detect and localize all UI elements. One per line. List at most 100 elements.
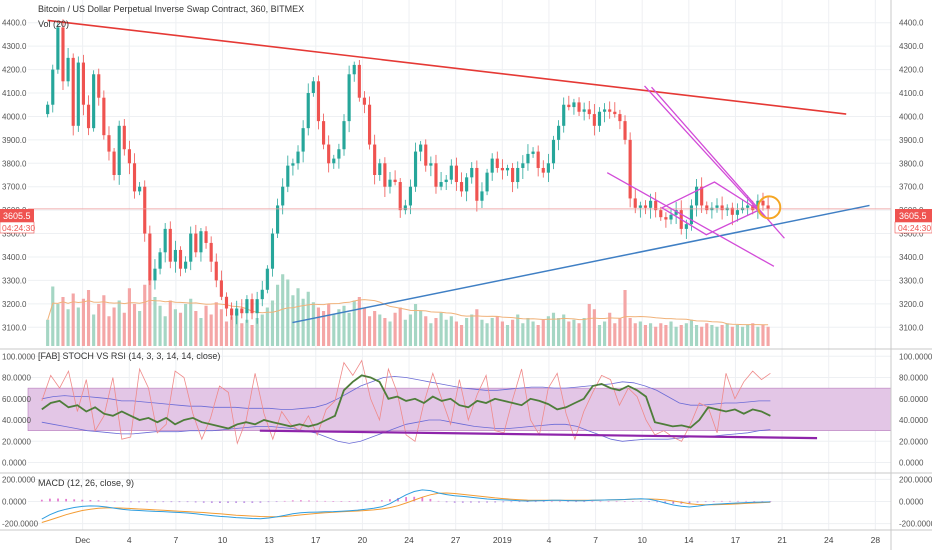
axis-tick-label: 20.0000	[899, 437, 928, 446]
volume-bar	[398, 307, 402, 346]
candle	[470, 162, 474, 184]
candle	[270, 228, 275, 277]
volume-bar	[419, 311, 423, 346]
stoch-axis[interactable]: 0.0000 0.0000 20.0000 20.0000 40.0000 40.0000…	[2, 352, 932, 467]
candle	[214, 253, 218, 288]
volume-bar	[424, 316, 428, 346]
time-axis[interactable]: Dec 4 7 10 13 17 20 24 27 2019 4 7 10 14 17 21 24 28	[75, 535, 880, 545]
volume-bar	[444, 319, 448, 346]
macd-histogram-bar	[639, 501, 642, 502]
volume-bar	[388, 321, 392, 346]
macd-histogram-bar	[113, 501, 116, 503]
volume-bar	[689, 319, 694, 346]
candle	[546, 153, 550, 183]
volume-bar	[459, 325, 464, 346]
candle	[71, 53, 75, 136]
stoch-rsi-lines	[41, 359, 818, 445]
volume-bar	[352, 300, 356, 346]
volume-bar	[347, 312, 351, 346]
candle-body	[659, 210, 663, 218]
candle-body	[56, 27, 60, 70]
volume-bar	[766, 326, 770, 346]
volume-bar	[367, 316, 372, 346]
axis-tick-label-left: 3900.0	[2, 136, 27, 145]
macd-histogram-bar	[308, 500, 310, 502]
volume-bar	[643, 325, 648, 346]
macd-histogram-bar	[429, 498, 432, 502]
candle	[485, 168, 489, 196]
candle-body	[224, 296, 229, 309]
candle	[250, 293, 254, 320]
volume-bar	[582, 318, 586, 346]
macd-histogram-bar	[631, 501, 634, 502]
candle-body	[393, 179, 397, 183]
axis-tick-label: 4100.0	[899, 89, 924, 98]
candle	[132, 153, 137, 199]
candle	[567, 95, 571, 111]
candle-body	[618, 114, 622, 122]
macd-histogram-bar	[202, 501, 205, 503]
candle-body	[572, 102, 576, 108]
macd-histogram-bar	[146, 501, 148, 503]
macd-histogram-bar	[461, 501, 464, 503]
axis-tick-label-left: 4300.0	[2, 42, 27, 51]
candle-body	[194, 233, 198, 253]
candle-body	[383, 163, 387, 187]
macd-histogram-bar	[210, 501, 213, 503]
price-badge-value: 3605.5	[3, 211, 31, 221]
candle-body	[265, 268, 269, 290]
volume-bar	[521, 323, 525, 346]
time-axis-label: 28	[871, 535, 881, 545]
candle	[342, 114, 346, 156]
macd-histogram-bar	[550, 501, 553, 503]
volume-bar	[281, 274, 285, 346]
stoch-line	[41, 374, 771, 430]
volume-bar	[720, 325, 724, 346]
candle	[373, 134, 377, 185]
candle-body	[700, 186, 704, 206]
candle	[138, 182, 142, 196]
volume-bar	[81, 298, 85, 346]
candle	[505, 164, 510, 176]
macd-histogram-bar	[138, 501, 140, 503]
candle-body	[531, 151, 535, 154]
candle	[194, 224, 198, 258]
candle-body	[270, 233, 275, 269]
candle	[766, 195, 770, 219]
drawing-annotations[interactable]	[47, 19, 870, 324]
macd-histogram-bar	[154, 501, 157, 503]
time-axis-label: 13	[264, 535, 274, 545]
candle-body	[459, 182, 464, 192]
candle-body	[209, 242, 213, 262]
candle-body	[316, 81, 321, 122]
candle	[536, 145, 540, 177]
candle-body	[434, 163, 438, 187]
candle-body	[608, 109, 612, 112]
macd-histogram-bar	[712, 501, 715, 502]
axis-tick-label: 80.0000	[899, 374, 928, 383]
macd-histogram-bar	[761, 501, 764, 502]
candle	[603, 103, 607, 123]
candle-body	[541, 167, 545, 173]
volume-bar	[357, 297, 361, 346]
candle	[352, 61, 356, 82]
candle	[398, 178, 402, 218]
time-axis-label: 4	[127, 535, 132, 545]
candle	[81, 54, 85, 116]
macd-axis[interactable]: -200.0000 -200.0000 0.0000 0.0000 200.0000 20…	[2, 475, 932, 528]
macd-histogram-bar	[405, 497, 408, 502]
volume-bar	[526, 318, 530, 346]
candle	[281, 178, 285, 215]
volume-bar	[454, 321, 458, 346]
axis-tick-label-left: 4100.0	[2, 89, 27, 98]
volume-bar	[327, 304, 331, 346]
time-axis-label: 7	[174, 535, 179, 545]
candlesticks[interactable]	[46, 19, 770, 325]
candle-body	[664, 217, 668, 220]
axis-tick-label: 3500.0	[899, 230, 924, 239]
volume-bar	[173, 309, 177, 346]
axis-tick-label: 3200.0	[899, 300, 924, 309]
candle	[168, 221, 172, 269]
candle	[235, 300, 239, 325]
